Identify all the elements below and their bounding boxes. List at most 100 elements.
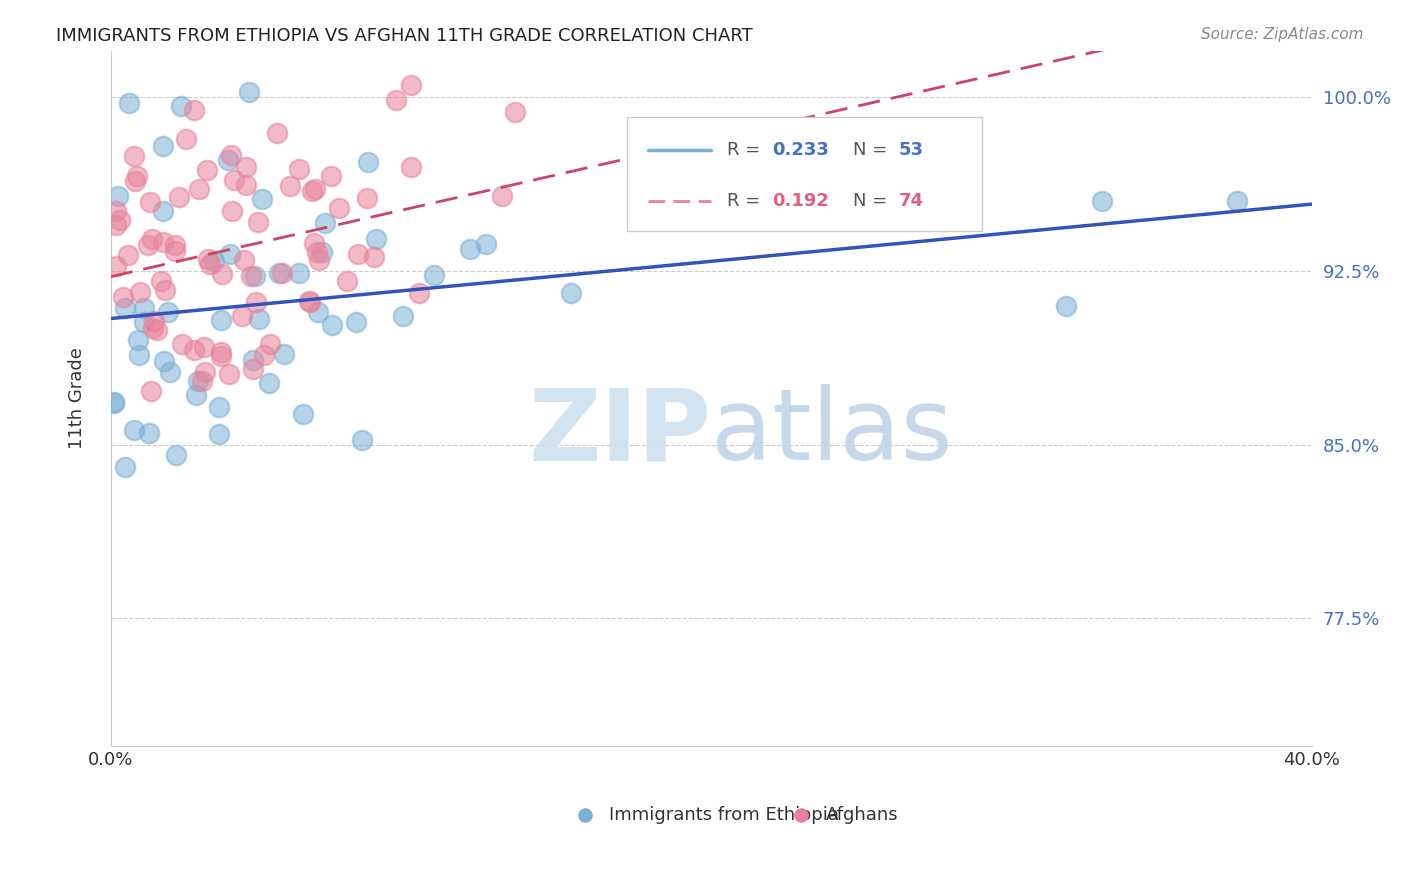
Point [202,253,225,268]
Point [141,232,163,246]
Text: Source: ZipAtlas.com: Source: ZipAtlas.com [1201,27,1364,42]
Point [560,285,582,300]
Point [187,374,209,388]
Point [242,352,264,367]
Point [167,189,190,203]
Point [174,132,197,146]
Point [243,268,266,283]
Point [503,104,526,119]
Point [302,235,325,250]
Point [218,368,240,382]
Point [142,320,165,334]
Text: N =: N = [853,141,893,160]
Point [271,266,294,280]
Point [314,216,336,230]
Point [188,182,211,196]
Text: 53: 53 [898,141,924,160]
Point [423,268,446,283]
Point [114,301,136,315]
Point [159,366,181,380]
Point [288,266,311,280]
Point [127,169,149,184]
Point [211,268,233,282]
Point [118,96,141,111]
Point [308,253,330,268]
Point [291,407,314,421]
Point [384,93,406,107]
Point [259,337,281,351]
Point [408,285,430,300]
Point [152,203,174,218]
Point [152,235,174,249]
Point [363,250,385,264]
Point [269,266,291,280]
Point [301,184,323,198]
Point [221,203,243,218]
Point [193,340,215,354]
Point [298,294,321,309]
Point [104,260,127,274]
Point [319,169,342,183]
Point [399,160,422,174]
Point [364,232,387,246]
Point [103,396,125,410]
Text: N =: N = [853,192,893,210]
Point [191,374,214,388]
Point [127,333,149,347]
Point [183,343,205,357]
Point [278,179,301,194]
Point [336,274,359,288]
Point [153,354,176,368]
Point [114,460,136,475]
Point [211,313,233,327]
Text: ZIP: ZIP [529,384,711,482]
Point [122,149,145,163]
Point [153,283,176,297]
Point [233,252,256,267]
Point [146,322,169,336]
Point [122,423,145,437]
Point [458,242,481,256]
Point [219,148,242,162]
Point [242,362,264,376]
Point [139,195,162,210]
Point [321,318,343,332]
Point [136,238,159,252]
Point [208,426,231,441]
Point [197,252,219,266]
Point [245,294,267,309]
Point [356,190,378,204]
Text: R =: R = [727,192,766,210]
Point [124,173,146,187]
Point [273,347,295,361]
Point [253,348,276,362]
Point [222,173,245,187]
Point [128,285,150,299]
Point [117,247,139,261]
Point [152,139,174,153]
Point [107,188,129,202]
Point [198,257,221,271]
Text: 74: 74 [898,192,924,210]
Point [128,347,150,361]
Point [165,448,187,462]
Point [1226,194,1249,209]
Point [132,301,155,315]
Point [150,274,173,288]
Text: Immigrants from Ethiopia: Immigrants from Ethiopia [609,806,839,824]
Point [1091,194,1114,209]
Point [132,315,155,329]
Point [194,366,217,380]
Point [165,238,187,252]
Point [195,162,218,177]
Point [287,161,309,176]
Point [165,244,187,258]
Point [304,181,326,195]
Point [240,268,263,283]
Point [142,314,165,328]
Text: 0.233: 0.233 [772,141,830,160]
Point [307,305,329,319]
Point [209,349,232,363]
Point [491,189,513,203]
Point [1054,299,1077,313]
